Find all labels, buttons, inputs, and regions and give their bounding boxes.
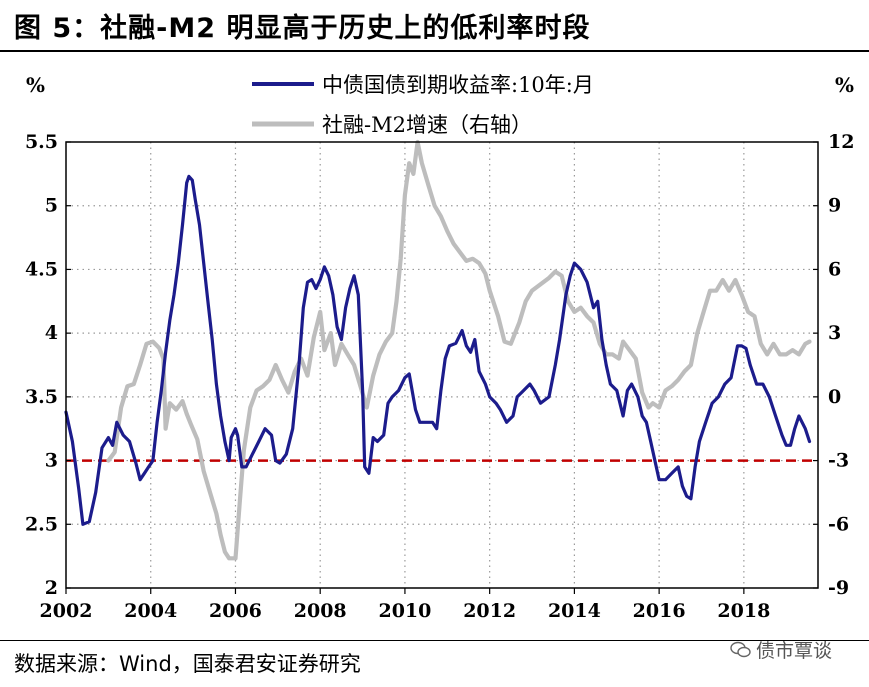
- right-tick-label: 12: [828, 131, 854, 153]
- x-tick-label: 2018: [717, 600, 770, 622]
- figure-title: 图 5：社融-M2 明显高于历史上的低利率时段: [14, 13, 591, 44]
- wechat-icon: [730, 641, 751, 657]
- right-tick-label: 0: [828, 386, 841, 408]
- legend: 中债国债到期收益率:10年:月社融-M2增速（右轴）: [252, 73, 594, 137]
- left-tick-label: 3.5: [25, 386, 58, 408]
- left-tick-label: 5.5: [25, 131, 58, 153]
- right-axis-unit: %: [835, 73, 854, 97]
- gridlines: [66, 142, 818, 588]
- footer-divider: [0, 640, 869, 641]
- right-tick-label: -9: [828, 577, 849, 599]
- source-note: 数据来源：Wind，国泰君安证券研究: [14, 652, 361, 676]
- x-tick-label: 2010: [378, 600, 431, 622]
- x-tick-label: 2012: [463, 600, 516, 622]
- right-tick-label: -3: [828, 450, 849, 472]
- right-tick-label: 3: [828, 322, 841, 344]
- watermark: 债市覃谈: [730, 636, 832, 663]
- ticks-layer: 2 2.5 3 3.5 4 4.5 5 5.5 -9 -6 -3 0 3 6 9 12 2002 2004 2006…: [25, 131, 855, 622]
- plot-frame: [65, 141, 819, 589]
- legend-label: 社融-M2增速（右轴）: [322, 113, 532, 137]
- left-tick-label: 5: [45, 195, 58, 217]
- watermark-text: 债市覃谈: [756, 640, 833, 662]
- series-line-yield: [64, 174, 812, 526]
- left-tick-label: 4.5: [25, 258, 58, 280]
- right-tick-label: -6: [828, 513, 849, 535]
- title-divider: [0, 50, 869, 52]
- x-tick-label: 2014: [548, 600, 601, 622]
- left-axis-unit: %: [26, 73, 45, 97]
- x-tick-label: 2016: [633, 600, 686, 622]
- series-line-credit-m2: [106, 139, 812, 561]
- line-chart: 2 2.5 3 3.5 4 4.5 5 5.5 -9 -6 -3 0 3 6 9 12 2002 2004 2006…: [25, 73, 855, 622]
- x-tick-label: 2002: [40, 600, 93, 622]
- left-tick-label: 2.5: [25, 513, 58, 535]
- right-tick-label: 9: [828, 195, 841, 217]
- x-tick-label: 2008: [294, 600, 347, 622]
- left-tick-label: 4: [45, 322, 58, 344]
- x-tick-label: 2004: [124, 600, 177, 622]
- series-layer: [64, 139, 812, 561]
- legend-label: 中债国债到期收益率:10年:月: [322, 73, 594, 97]
- left-tick-label: 2: [45, 577, 58, 599]
- right-tick-label: 6: [828, 258, 841, 280]
- x-tick-label: 2006: [209, 600, 262, 622]
- left-tick-label: 3: [45, 450, 58, 472]
